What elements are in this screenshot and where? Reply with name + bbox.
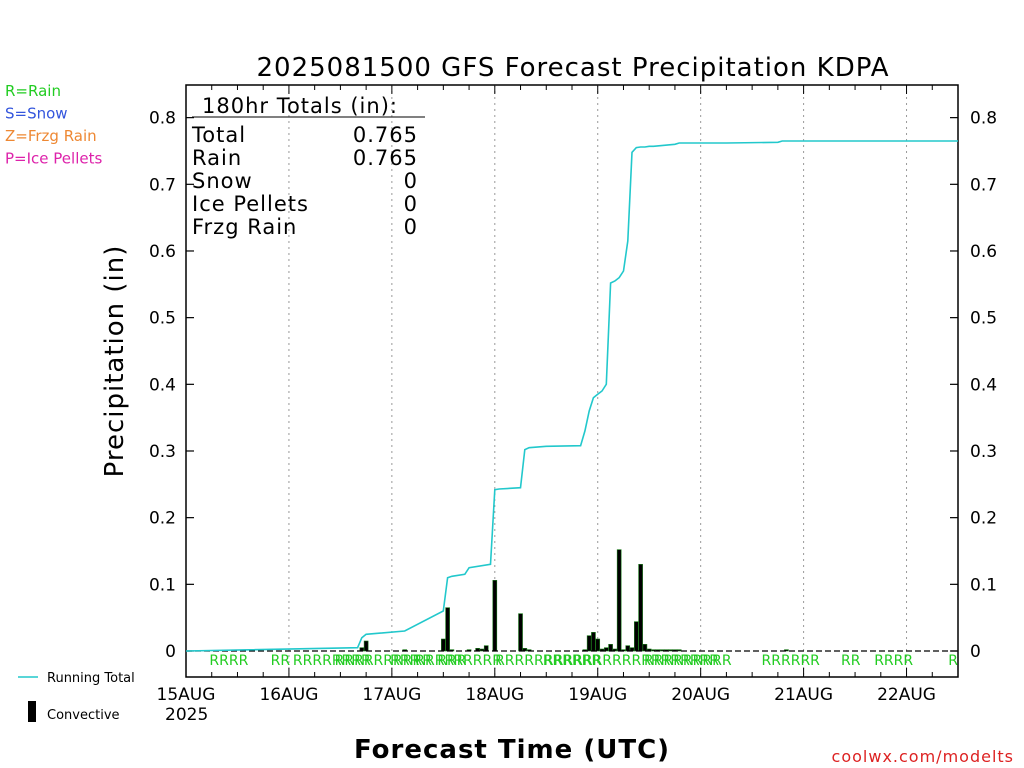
grid-lines [288, 85, 908, 677]
ptype-marker: RR [841, 653, 861, 669]
y-tick-label: 0.5 [149, 309, 176, 329]
summary-row-label: Frzg Rain [192, 215, 297, 239]
convective-bar [492, 580, 498, 652]
y-axis-right: 0 0.1 0.2 0.3 0.4 0.5 0.6 0.7 0.8 [950, 109, 997, 662]
y-tick-label: 0.3 [149, 442, 176, 462]
summary-row-label: Ice Pellets [192, 192, 309, 216]
summary-row-value: 0.765 [353, 146, 418, 170]
convective-bar [595, 638, 601, 652]
convective-bar [634, 621, 639, 652]
y-tick-label-right: 0.3 [970, 442, 997, 462]
summary-row-label: Rain [192, 146, 242, 170]
y-tick-label: 0.6 [149, 242, 176, 262]
convective-bar [441, 638, 446, 652]
y-tick-label: 0.1 [149, 575, 176, 595]
convective-bar [638, 564, 643, 652]
ptype-marker: RRRRRR [543, 653, 602, 669]
convective-bar [445, 607, 450, 652]
credit-link[interactable]: coolwx.com/modelts [832, 747, 1014, 766]
summary-row-value: 0 [404, 215, 418, 239]
ptype-key-entry: S=Snow [5, 105, 68, 123]
convective-bars [359, 549, 789, 652]
x-tick-label: 16AUG [259, 685, 318, 705]
ptype-marker: R [948, 653, 958, 669]
convective-bar [608, 644, 613, 652]
ptype-key: R=Rain S=Snow Z=Frzg Rain P=Ice Pellets [5, 82, 102, 168]
x-axis: 15AUG 16AUG 17AUG 18AUG 19AUG 20AUG 21AUG 22AUG [157, 85, 959, 705]
year-label: 2025 [165, 705, 208, 725]
y-tick-label: 0.4 [149, 375, 176, 395]
convective-bar [518, 613, 523, 652]
ptype-key-entry: R=Rain [5, 82, 61, 100]
ptype-marker-row: RRRR RR RRRRRRRRRRRRRRRRRRRRRRRRRRRRRRRRRR… [209, 653, 958, 669]
ptype-marker: RRR [437, 653, 466, 669]
chart-title: 2025081500 GFS Forecast Precipitation KD… [256, 53, 889, 83]
running-total-line [185, 140, 958, 652]
x-tick-label: 21AUG [774, 685, 833, 705]
ptype-marker: RRRRRRRR [293, 653, 371, 669]
y-tick-label-right: 0.2 [970, 509, 997, 529]
ptype-marker: RRRR [874, 653, 913, 669]
convective-bar [483, 645, 489, 652]
ptype-marker: RR [271, 653, 291, 669]
summary-heading: 180hr Totals (in): [202, 94, 398, 118]
ptype-marker: RRRR [415, 653, 454, 669]
y-tick-label: 0.8 [149, 109, 176, 129]
ptype-marker: RRRRRRR [495, 653, 563, 669]
y-axis-label: Precipitation (in) [100, 245, 130, 478]
legend-bar-swatch [28, 701, 36, 722]
ptype-marker: RRRRRRRRRR [335, 653, 433, 669]
convective-bar [784, 649, 789, 652]
y-tick-label-right: 0.5 [970, 309, 997, 329]
x-axis-label: Forecast Time (UTC) [354, 735, 670, 765]
y-tick-label-right: 0.6 [970, 242, 997, 262]
y-axis-left: 0 0.1 0.2 0.3 0.4 0.5 0.6 0.7 0.8 [149, 109, 194, 662]
convective-bar [591, 632, 596, 652]
ptype-key-entry: Z=Frzg Rain [5, 127, 97, 145]
ptype-marker: RRR [390, 653, 419, 669]
y-tick-label-right: 0 [970, 642, 981, 662]
ptype-marker: RRRRRRRRR [644, 653, 732, 669]
convective-bar [625, 645, 631, 652]
x-tick-label: 20AUG [671, 685, 730, 705]
y-tick-label-right: 0.8 [970, 109, 997, 129]
chart-legend: Running Total Convective [18, 671, 135, 723]
x-tick-label: 22AUG [877, 685, 936, 705]
y-tick-label-right: 0.7 [970, 175, 997, 195]
convective-bar [642, 644, 648, 652]
convective-bar [616, 549, 622, 652]
totals-summary-box: 180hr Totals (in): Total 0.765 Rain 0.765 Sno… [191, 94, 425, 239]
ptype-marker: RRRRR [453, 653, 502, 669]
summary-row-value: 0.765 [353, 123, 418, 147]
summary-row-value: 0 [404, 169, 418, 193]
y-tick-label: 0.2 [149, 509, 176, 529]
summary-row-label: Total [191, 123, 246, 147]
summary-row-value: 0 [404, 192, 418, 216]
ptype-key-entry: P=Ice Pellets [5, 150, 102, 168]
ptype-marker: RRRRRRRRRRRRRRRRR [554, 653, 720, 669]
convective-bar [363, 640, 369, 652]
x-tick-label: 15AUG [157, 685, 216, 705]
x-tick-label: 19AUG [568, 685, 627, 705]
y-tick-label-right: 0.4 [970, 375, 997, 395]
summary-row-label: Snow [192, 169, 253, 193]
y-tick-label-right: 0.1 [970, 575, 997, 595]
running-total-series [185, 140, 958, 652]
x-tick-label: 18AUG [465, 685, 524, 705]
x-tick-label: 17AUG [362, 685, 421, 705]
convective-bar [586, 635, 592, 652]
plot-frame [185, 84, 959, 678]
y-tick-label: 0 [165, 642, 176, 662]
ptype-marker: RRRR [209, 653, 248, 669]
ptype-marker: RRRRRR [762, 653, 821, 669]
legend-label: Convective [47, 708, 120, 723]
y-tick-label: 0.7 [149, 175, 176, 195]
legend-label: Running Total [47, 671, 135, 686]
convective-bar [676, 649, 682, 652]
